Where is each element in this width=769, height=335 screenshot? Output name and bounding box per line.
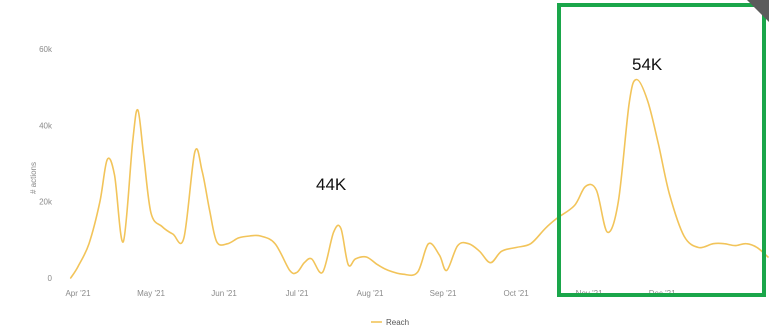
reach-series-line: [69, 78, 769, 279]
y-axis-label: # actions: [29, 162, 38, 194]
legend: Reach: [371, 318, 409, 327]
y-tick-label: 0: [48, 274, 53, 283]
corner-fold: [747, 0, 769, 22]
y-axis: 0 20k 40k 60k: [39, 45, 53, 283]
x-tick-label: Sep '21: [430, 289, 457, 298]
x-tick-label: Apr '21: [65, 289, 91, 298]
x-tick-label: Jun '21: [211, 289, 237, 298]
y-tick-label: 40k: [39, 121, 53, 130]
x-tick-label: May '21: [137, 289, 165, 298]
highlight-box: [557, 3, 766, 297]
y-tick-label: 60k: [39, 45, 53, 54]
annotation-54k: 54K: [632, 55, 663, 74]
x-tick-label: Oct '21: [504, 289, 530, 298]
annotation-44k: 44K: [316, 175, 347, 194]
x-tick-label: Jul '21: [286, 289, 309, 298]
legend-label-reach: Reach: [386, 318, 409, 327]
x-tick-label: Aug '21: [357, 289, 384, 298]
y-tick-label: 20k: [39, 198, 53, 207]
